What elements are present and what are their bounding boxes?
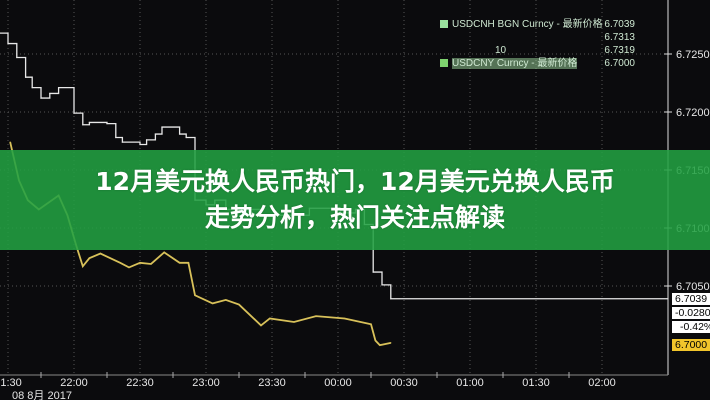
legend-row: USDCNH BGN Curncy - 最新价格 6.7039 [440,18,635,31]
x-tick-label: 22:30 [126,377,154,389]
data-point [372,271,374,273]
legend-value: 6.7000 [604,58,635,69]
data-point [139,143,141,146]
data-point [106,123,108,125]
cny-price-label: 6.7000 [672,339,710,351]
legend-label: USDCNY Curncy - 最新价格 [452,58,578,69]
data-point [139,262,141,264]
y-tick-label: 6.7050 [676,281,710,293]
data-point [88,121,90,124]
x-tick-label: 21:30 [0,377,22,389]
last-price-label: 6.7039 [672,293,710,305]
data-point [49,92,51,95]
x-tick-label: 01:30 [522,377,550,389]
data-point [31,87,33,89]
y-tick-label: 6.7250 [676,49,710,61]
data-point [315,315,317,317]
data-point [88,257,90,259]
title-line-1: 12月美元换人民币热门，12月美元兑换人民币 [95,167,615,196]
data-point [238,303,240,306]
data-point [146,139,148,141]
data-point [40,97,42,99]
data-point [121,141,123,143]
x-tick-label: 23:00 [192,377,220,389]
data-point [73,112,75,114]
data-point [381,284,383,286]
data-point [154,133,156,135]
legend-row: USDCNY Curncy - 最新价格 6.7000 [440,57,635,70]
data-point [260,324,262,327]
data-point [187,262,189,264]
data-point [390,298,392,300]
data-point [344,317,346,320]
data-point [9,141,11,143]
legend-row: 10 6.7319 [440,44,635,57]
data-point [293,321,295,323]
x-date-label: 08 8月 2017 [12,390,72,400]
data-point [379,344,381,346]
data-point [99,252,101,255]
data-point [179,133,181,135]
data-point [7,42,9,45]
legend-label: USDCNH BGN Curncy - 最新价格 [452,19,603,30]
data-point [150,263,152,265]
x-tick-label: 00:00 [324,377,352,389]
data-point [179,262,181,264]
data-point [370,323,372,325]
data-point [16,56,18,59]
x-tick-label: 01:00 [456,377,484,389]
title-line-2: 走势分析，热门关注点解读 [204,203,505,232]
data-point [194,294,196,296]
legend-row: 6.7313 [440,31,635,44]
page-title: 12月美元换人民币热门，12月美元兑换人民币 走势分析，热门关注点解读 [0,164,710,236]
data-point [82,124,84,126]
legend-swatch [440,20,448,29]
x-tick-label: 02:00 [588,377,616,389]
legend-label: 10 [495,45,507,56]
data-point [212,302,214,304]
data-point [161,126,163,128]
y-tick-label: 6.7200 [676,107,710,119]
data-point [163,251,165,253]
legend-swatch [440,59,448,68]
data-point [390,342,392,344]
legend-value: 6.7039 [604,19,635,30]
x-tick-label: 22:00 [60,377,88,389]
title-banner [0,150,710,250]
data-point [128,266,130,269]
change-pct-label: -0.42% [672,321,710,333]
legend-value: 6.7313 [604,32,635,43]
change-label: -0.0280 [672,307,710,319]
data-point [374,339,376,342]
data-point [185,136,187,139]
x-tick-label: 23:30 [258,377,286,389]
legend-value: 6.7319 [604,45,635,56]
data-point [25,76,27,78]
x-ticks: 21:30 22:00 22:30 23:00 23:30 00:00 00:30 01:00… [0,372,616,389]
data-point [225,299,227,301]
legend: USDCNH BGN Curncy - 最新价格 6.7039 6.7313 10… [440,18,635,70]
x-tick-label: 00:30 [390,377,418,389]
data-point [119,262,121,264]
data-point [82,265,84,267]
data-point [269,317,271,320]
data-point [115,136,117,139]
data-point [58,87,60,89]
